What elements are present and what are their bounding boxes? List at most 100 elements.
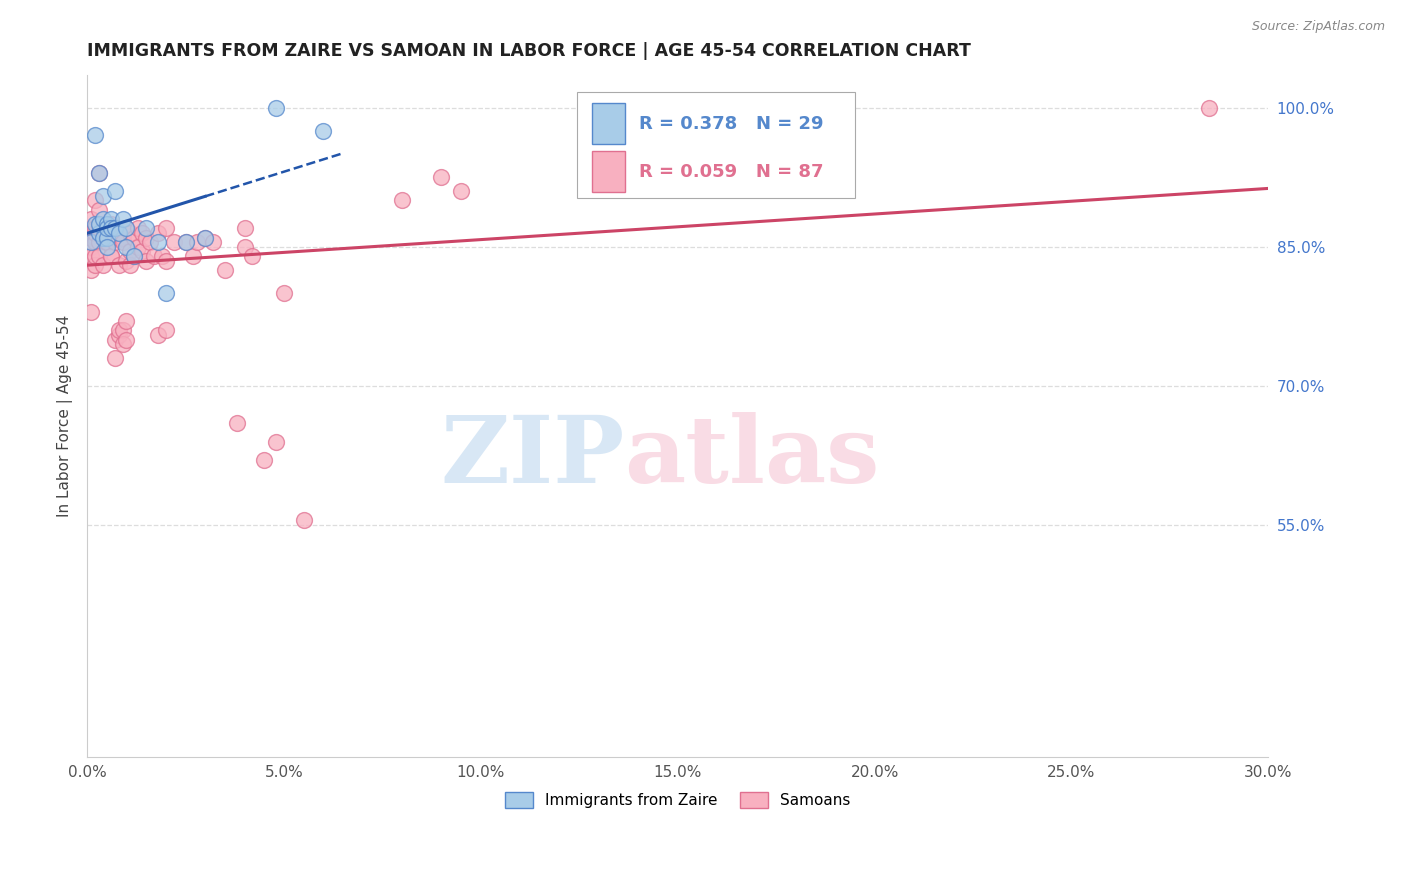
Point xyxy=(100,211,122,226)
Point xyxy=(91,258,114,272)
Point xyxy=(96,235,118,249)
Point xyxy=(120,226,142,240)
Point xyxy=(80,240,103,254)
Legend: Immigrants from Zaire, Samoans: Immigrants from Zaire, Samoans xyxy=(499,786,856,814)
Point xyxy=(115,221,138,235)
Point xyxy=(194,230,217,244)
Point xyxy=(91,230,114,244)
Point xyxy=(174,235,197,249)
Point xyxy=(96,230,118,244)
Text: IMMIGRANTS FROM ZAIRE VS SAMOAN IN LABOR FORCE | AGE 45-54 CORRELATION CHART: IMMIGRANTS FROM ZAIRE VS SAMOAN IN LABOR… xyxy=(87,42,972,60)
Point xyxy=(104,230,127,244)
Point xyxy=(107,323,129,337)
Text: R = 0.378   N = 29: R = 0.378 N = 29 xyxy=(638,115,824,133)
Point xyxy=(84,230,107,244)
Point xyxy=(312,124,335,138)
Point xyxy=(100,249,122,263)
Point xyxy=(242,249,264,263)
Point xyxy=(84,194,107,208)
Point xyxy=(131,226,153,240)
Point xyxy=(96,217,118,231)
Point xyxy=(96,240,118,254)
Point xyxy=(163,235,186,249)
Point xyxy=(135,221,157,235)
Point xyxy=(87,217,110,231)
Point xyxy=(202,235,225,249)
Point xyxy=(194,230,217,244)
Point xyxy=(84,128,107,143)
Point xyxy=(87,235,110,249)
Point xyxy=(391,194,413,208)
Point xyxy=(104,235,127,249)
Point xyxy=(174,235,197,249)
Point xyxy=(115,333,138,347)
Point xyxy=(143,249,166,263)
Point xyxy=(155,253,177,268)
Point xyxy=(155,286,177,301)
Point xyxy=(124,230,146,244)
Point xyxy=(84,249,107,263)
Point xyxy=(80,230,103,244)
Point xyxy=(135,230,157,244)
Text: atlas: atlas xyxy=(624,412,880,502)
Point xyxy=(100,221,122,235)
Point xyxy=(131,244,153,259)
Point xyxy=(146,327,169,342)
Point xyxy=(450,184,472,198)
Point xyxy=(183,249,205,263)
Point xyxy=(292,513,315,527)
Point xyxy=(430,170,453,185)
Point xyxy=(111,235,134,249)
Point xyxy=(264,101,287,115)
Point xyxy=(1198,101,1220,115)
Point xyxy=(135,253,157,268)
Point xyxy=(91,221,114,235)
Point xyxy=(104,351,127,365)
Point xyxy=(127,221,149,235)
Point xyxy=(120,244,142,259)
Point xyxy=(87,165,110,179)
Point xyxy=(104,333,127,347)
Point xyxy=(80,230,103,244)
Bar xyxy=(592,151,624,192)
Point xyxy=(104,184,127,198)
Point xyxy=(155,323,177,337)
Point xyxy=(87,202,110,217)
Point xyxy=(139,235,162,249)
Point xyxy=(214,263,236,277)
Point xyxy=(253,453,276,467)
Point xyxy=(146,235,169,249)
Point xyxy=(124,249,146,263)
Point xyxy=(84,235,107,249)
Y-axis label: In Labor Force | Age 45-54: In Labor Force | Age 45-54 xyxy=(58,315,73,517)
Point xyxy=(80,263,103,277)
Point xyxy=(111,337,134,351)
Point xyxy=(91,188,114,202)
Point xyxy=(225,416,247,430)
Point xyxy=(87,221,110,235)
Text: Source: ZipAtlas.com: Source: ZipAtlas.com xyxy=(1251,20,1385,33)
Point xyxy=(100,249,122,263)
Point xyxy=(115,240,138,254)
Point xyxy=(115,314,138,328)
Point xyxy=(96,221,118,235)
Point xyxy=(80,211,103,226)
Point xyxy=(91,221,114,235)
Point xyxy=(96,230,118,244)
Point xyxy=(233,240,256,254)
Point xyxy=(233,221,256,235)
Point xyxy=(87,217,110,231)
FancyBboxPatch shape xyxy=(578,92,855,198)
Point xyxy=(107,258,129,272)
Point xyxy=(111,323,134,337)
Point xyxy=(264,434,287,449)
Point xyxy=(115,253,138,268)
Point xyxy=(80,221,103,235)
Point xyxy=(87,165,110,179)
Point xyxy=(104,221,127,235)
Point xyxy=(96,235,118,249)
Text: ZIP: ZIP xyxy=(440,412,624,502)
Point xyxy=(84,221,107,235)
Point xyxy=(91,230,114,244)
Point xyxy=(120,258,142,272)
